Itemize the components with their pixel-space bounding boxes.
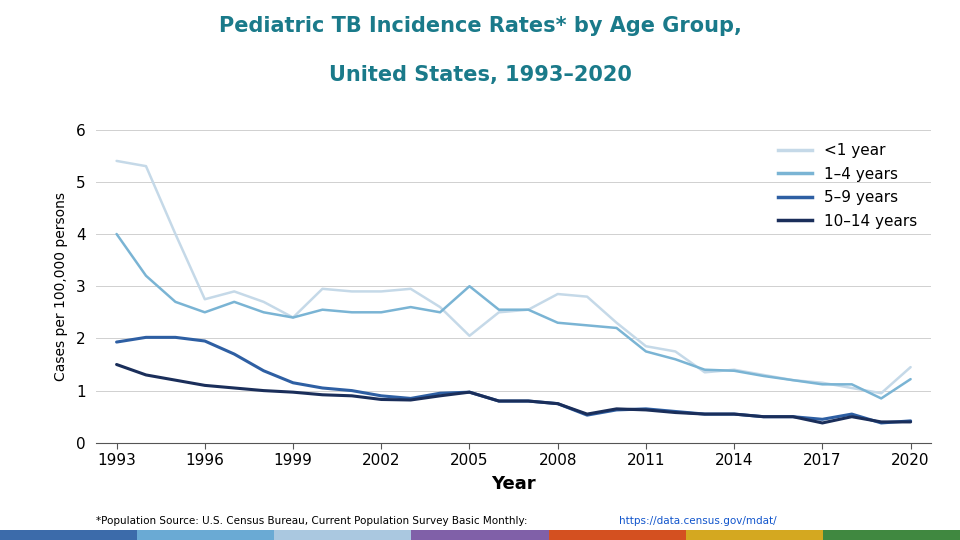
Text: *Population Source: U.S. Census Bureau, Current Population Survey Basic Monthly:: *Population Source: U.S. Census Bureau, …	[96, 516, 531, 526]
Text: United States, 1993–2020: United States, 1993–2020	[328, 65, 632, 85]
Legend: <1 year, 1–4 years, 5–9 years, 10–14 years: <1 year, 1–4 years, 5–9 years, 10–14 yea…	[772, 137, 924, 235]
Text: Pediatric TB Incidence Rates* by Age Group,: Pediatric TB Incidence Rates* by Age Gro…	[219, 16, 741, 36]
Y-axis label: Cases per 100,000 persons: Cases per 100,000 persons	[54, 192, 67, 381]
X-axis label: Year: Year	[492, 475, 536, 493]
Text: https://data.census.gov/mdat/: https://data.census.gov/mdat/	[619, 516, 777, 526]
